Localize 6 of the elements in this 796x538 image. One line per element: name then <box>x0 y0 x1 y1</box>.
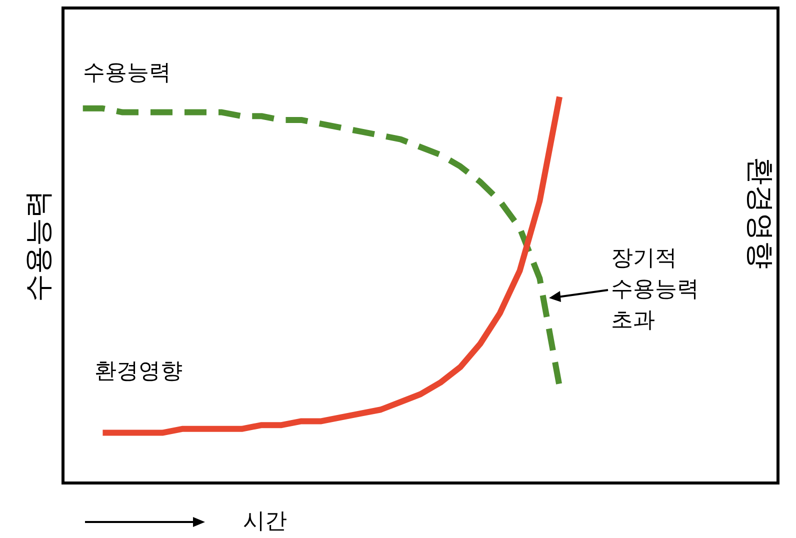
text: 환경영향 <box>94 358 183 384</box>
x-axis-title: 시간 <box>243 509 287 534</box>
y2-axis-title: 환경영향 <box>744 157 777 269</box>
y-axis-title: 수용능력 <box>22 190 54 302</box>
series-label: 수용능력 <box>82 60 171 86</box>
annotation: 장기적 수용능력 초과 <box>611 246 699 333</box>
